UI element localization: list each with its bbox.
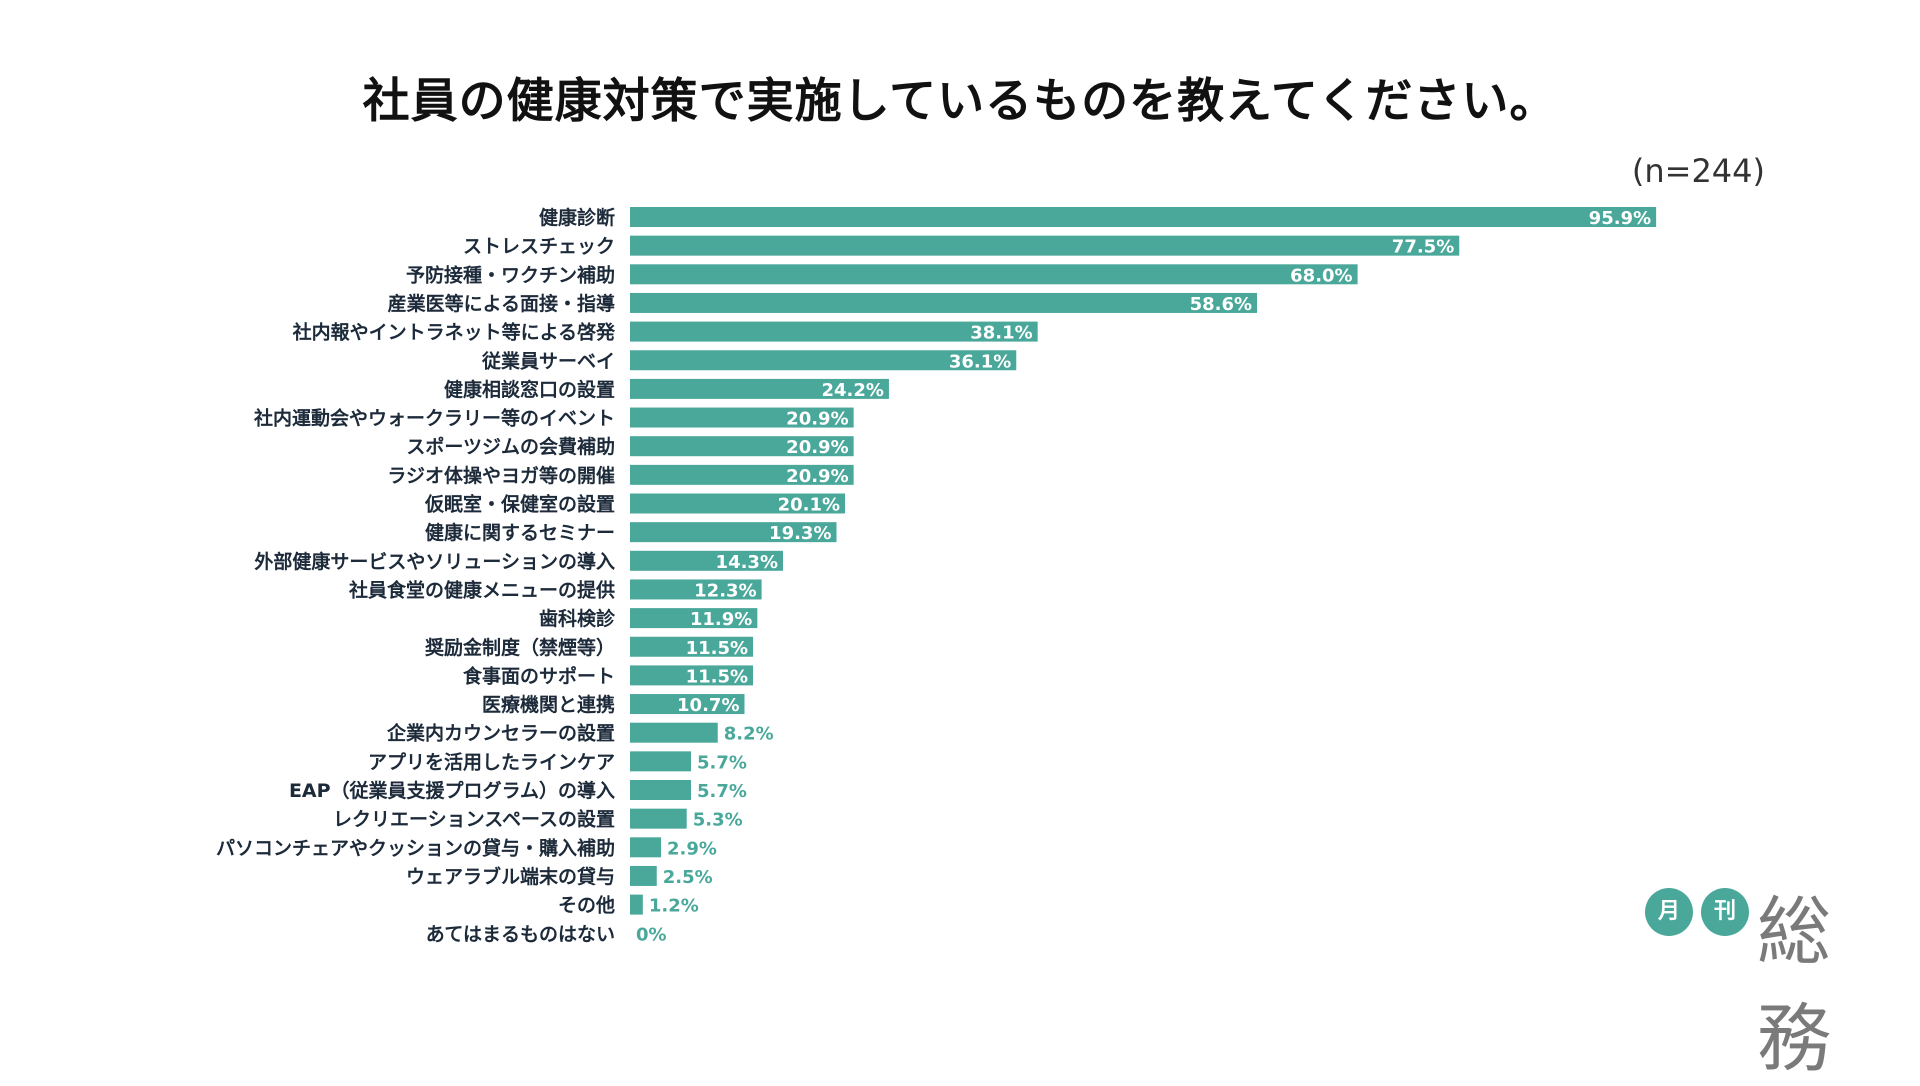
category-label: ラジオ体操やヨガ等の開催 [387, 464, 615, 487]
value-label: 5.7% [697, 781, 747, 802]
category-label: パソコンチェアやクッションの貸与・購入補助 [216, 836, 615, 859]
category-label: その他 [558, 894, 615, 917]
bar [630, 751, 691, 771]
category-label: 健康相談窓口の設置 [444, 378, 615, 401]
category-label: 外部健康サービスやソリューションの導入 [254, 550, 615, 573]
category-label: 企業内カウンセラーの設置 [386, 722, 615, 745]
value-label: 1.2% [649, 896, 699, 917]
category-label: 奨励金制度（禁煙等） [424, 636, 615, 659]
value-label: 12.3% [694, 580, 756, 601]
value-label: 58.6% [1190, 294, 1252, 315]
value-label: 24.2% [821, 380, 883, 401]
value-label: 5.7% [697, 752, 747, 773]
value-label: 38.1% [970, 323, 1032, 344]
value-label: 5.3% [693, 810, 743, 831]
category-label: 健康に関するセミナー [425, 521, 615, 544]
category-label: ストレスチェック [463, 236, 615, 258]
category-label: 仮眠室・保健室の設置 [424, 493, 615, 516]
bar [630, 895, 643, 915]
value-label: 95.9% [1589, 208, 1651, 229]
category-label: レクリエーションスペースの設置 [333, 808, 615, 831]
category-label: EAP（従業員支援プログラム）の導入 [289, 779, 615, 802]
bar [630, 236, 1459, 256]
value-label: 77.5% [1392, 237, 1454, 258]
category-label: 社内運動会やウォークラリー等のイベント [253, 407, 615, 430]
value-label: 11.5% [686, 638, 748, 659]
brand-circle-month: 月 [1645, 888, 1693, 936]
category-label: 健康診断 [539, 206, 615, 229]
value-label: 2.5% [663, 867, 713, 888]
value-label: 11.5% [686, 666, 748, 687]
value-label: 20.9% [786, 437, 848, 458]
bar [630, 809, 687, 829]
value-label: 11.9% [690, 609, 752, 630]
value-label: 2.9% [667, 838, 717, 859]
category-label: 社内報やイントラネット等による啓発 [292, 321, 616, 344]
bar [630, 207, 1656, 227]
value-label: 8.2% [724, 724, 774, 745]
brand-circle-publication: 刊 [1701, 888, 1749, 936]
brand-logo: 月 刊 総務 [1645, 880, 1905, 990]
bar [630, 866, 657, 886]
category-label: スポーツジムの会費補助 [406, 435, 615, 458]
bar [630, 293, 1257, 313]
category-label: 医療機関と連携 [482, 693, 615, 716]
value-label: 36.1% [949, 351, 1011, 372]
value-label: 20.9% [786, 466, 848, 487]
value-label: 68.0% [1290, 265, 1352, 286]
category-label: ウェアラブル端末の貸与 [406, 865, 615, 888]
value-label: 10.7% [677, 695, 739, 716]
category-label: 歯科検診 [539, 607, 616, 630]
category-label: アプリを活用したラインケア [368, 750, 615, 773]
brand-name: 総務 [1757, 872, 1905, 1086]
bar-chart: 健康診断 95.9% ストレスチェック 77.5% 予防接種・ワクチン補助 68.0% 産業… [0, 0, 1920, 1005]
value-label: 19.3% [769, 523, 831, 544]
bar [630, 780, 691, 800]
bar [630, 723, 718, 743]
category-label: 食事面のサポート [463, 664, 615, 687]
value-label: 14.3% [716, 552, 778, 573]
value-label: 0% [636, 924, 667, 945]
category-label: 予防接種・ワクチン補助 [406, 263, 615, 286]
value-label: 20.1% [778, 495, 840, 516]
category-label: 社員食堂の健康メニューの提供 [348, 578, 615, 601]
bar [630, 837, 661, 857]
bar [630, 264, 1358, 284]
category-label: あてはまるものはない [426, 923, 615, 945]
value-label: 20.9% [786, 409, 848, 430]
category-label: 産業医等による面接・指導 [388, 292, 615, 315]
category-label: 従業員サーベイ [481, 349, 615, 372]
